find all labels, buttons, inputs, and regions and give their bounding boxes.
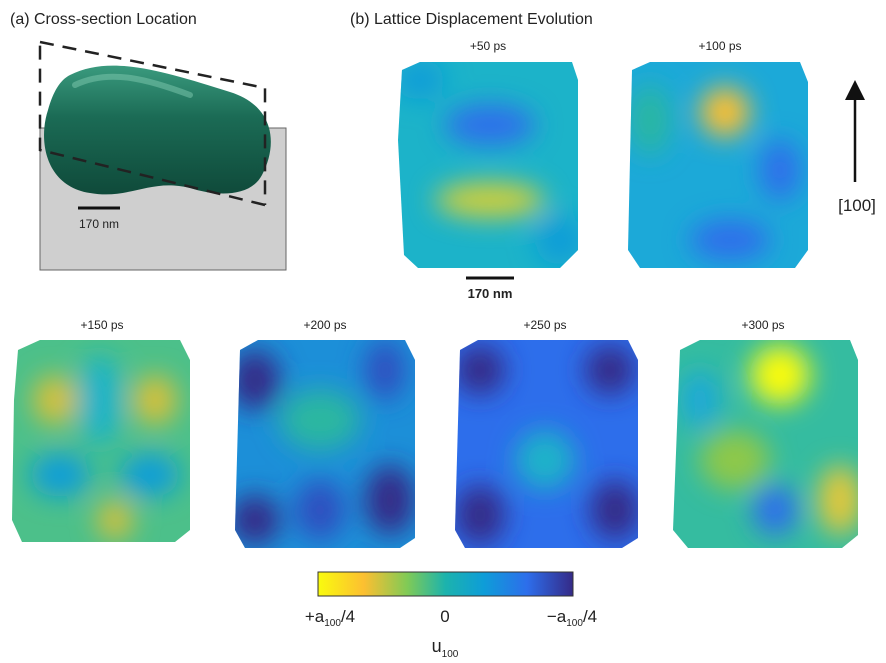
- scale-bar-label: 170 nm: [79, 217, 119, 231]
- heatmap: [395, 60, 585, 268]
- frame-label: +250 ps: [523, 318, 566, 332]
- heatmap: [673, 340, 862, 548]
- colorbar-max-label: −a100/4: [547, 607, 597, 629]
- frame-label: +150 ps: [80, 318, 123, 332]
- colorbar-mid-label: 0: [440, 607, 449, 626]
- figure: (a) Cross-section Location (b) Lattice D…: [0, 0, 886, 663]
- panel-b-title: (b) Lattice Displacement Evolution: [350, 11, 593, 28]
- heatmap: [12, 340, 190, 542]
- colorbar-min-label: +a100/4: [305, 607, 355, 629]
- direction-arrow: [845, 80, 865, 182]
- frame-label: +300 ps: [741, 318, 784, 332]
- heatmap: [455, 340, 640, 548]
- scale-bar-label: 170 nm: [468, 286, 513, 301]
- frame-label: +100 ps: [698, 39, 741, 53]
- frame-label: +200 ps: [303, 318, 346, 332]
- colorbar-title: u100: [432, 636, 459, 660]
- frame-label: +50 ps: [470, 39, 506, 53]
- panel-a-title: (a) Cross-section Location: [10, 11, 197, 28]
- heatmap: [230, 340, 415, 548]
- colorbar: [318, 572, 573, 596]
- cross-section-illustration: [40, 42, 286, 270]
- direction-label: [100]: [838, 196, 876, 215]
- heatmap: [628, 62, 808, 268]
